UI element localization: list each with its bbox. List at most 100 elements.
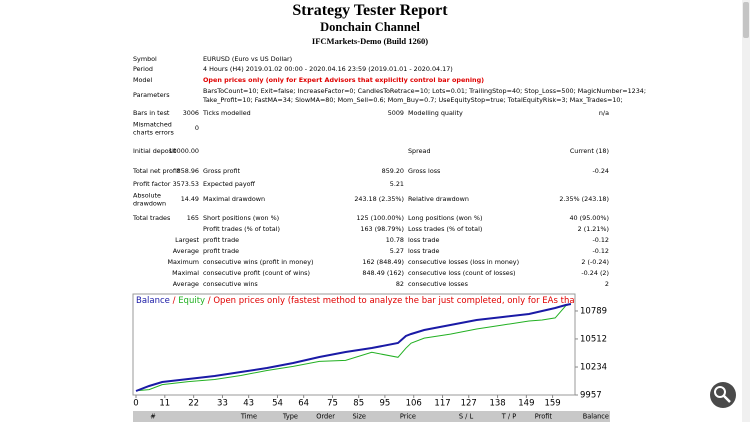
table-header: Size [352, 413, 366, 421]
row-text: EURUSD (Euro vs US Dollar) [203, 55, 293, 64]
row-value: -0.24 [592, 167, 609, 176]
zoom-button[interactable] [710, 382, 736, 408]
y-tick-label: 10512 [580, 334, 607, 344]
table-header: Balance [583, 413, 609, 421]
row-value: 3573.53 [172, 180, 199, 189]
row-value: 5.27 [389, 247, 404, 256]
row-label: consecutive profit (count of wins) [203, 269, 310, 278]
row-value: 2.35% (243.18) [559, 195, 609, 204]
row-value: 0 [194, 124, 199, 133]
row-label: profit trade [203, 247, 240, 256]
row-label: consecutive wins [203, 280, 258, 289]
x-tick-label: 33 [217, 399, 228, 409]
y-tick-label: 10234 [580, 363, 607, 373]
row-value: Average [172, 280, 199, 289]
row-label: Absolute drawdown [133, 191, 167, 207]
row-value: 125 (100.00%) [356, 214, 404, 223]
table-header: Type [282, 413, 298, 421]
row-label: Mismatched charts errors [133, 120, 174, 136]
row-text: 4 Hours (H4) 2019.01.02 00:00 - 2020.04.… [203, 65, 453, 74]
series-line [135, 303, 572, 392]
row-value: -0.24 (2) [581, 269, 609, 278]
row-value: 165 [186, 214, 199, 223]
x-tick-label: 64 [298, 399, 309, 409]
row-label: Expected payoff [203, 180, 255, 189]
x-tick-label: 11 [159, 399, 170, 409]
row-label: Short positions (won %) [203, 214, 280, 223]
x-tick-label: 138 [489, 399, 505, 409]
row-value: 5009 [387, 109, 404, 118]
x-tick-label: 0 [133, 399, 138, 409]
row-label: profit trade [203, 236, 240, 245]
row-label: Total trades [133, 214, 171, 223]
row-value: -0.12 [592, 236, 609, 245]
row-value: Maximal [172, 269, 199, 278]
scroll-thumb[interactable] [743, 2, 749, 38]
x-tick-label: 149 [518, 399, 534, 409]
row-value: 859.20 [381, 167, 404, 176]
row-value: 3006 [182, 109, 199, 118]
row-text-line: Take_Profit=10; FastMA=34; SlowMA=80; Mo… [203, 95, 623, 104]
row-label: loss trade [408, 236, 440, 245]
row-label: consecutive loss (count of losses) [408, 269, 516, 278]
x-tick-label: 43 [243, 399, 254, 409]
row-label: Loss trades (% of total) [408, 225, 483, 234]
row-value: 10000.00 [168, 147, 200, 156]
report-title: Strategy Tester Report [292, 2, 448, 19]
row-text-line: BarsToCount=10; Exit=false; IncreaseFact… [203, 86, 646, 95]
row-value: 5.21 [389, 180, 404, 189]
server-name: IFCMarkets-Demo (Build 1260) [311, 36, 429, 46]
row-label: consecutive losses (loss in money) [408, 258, 520, 267]
row-label: Gross loss [408, 167, 441, 176]
row-value: Largest [175, 236, 199, 245]
row-value: Average [172, 247, 199, 256]
row-value: 40 (95.00%) [569, 214, 609, 223]
row-label: consecutive wins (profit in money) [203, 258, 314, 267]
row-value: 243.18 (2.35%) [354, 195, 404, 204]
x-tick-label: 127 [461, 399, 477, 409]
row-text: Open prices only (only for Expert Adviso… [203, 76, 485, 85]
row-label: Ticks modelled [203, 109, 251, 118]
scrollbar[interactable] [742, 0, 750, 422]
row-label: loss trade [408, 247, 440, 256]
table-header: # [150, 413, 156, 421]
row-label: Period [133, 65, 153, 74]
legend-note: Open prices only (fastest method to anal… [213, 296, 658, 306]
x-tick-label: 75 [327, 399, 338, 409]
x-tick-label: 85 [353, 399, 364, 409]
table-header: S / L [459, 413, 474, 421]
row-label: Profit trades (% of total) [203, 225, 280, 234]
row-value: Current (18) [569, 147, 609, 156]
row-value: -0.12 [592, 247, 609, 256]
x-tick-label: 159 [544, 399, 560, 409]
row-value: 858.96 [176, 167, 199, 176]
row-value: 163 (98.79%) [360, 225, 404, 234]
row-label: Total net profit [133, 167, 180, 176]
legend-separator: / [170, 296, 178, 306]
row-value: 162 (848.49) [362, 258, 404, 267]
row-value: 82 [395, 280, 404, 289]
legend: Balance / Equity / Open prices only (fas… [136, 296, 659, 306]
legend-entry: Equity [178, 296, 205, 306]
table-header: Order [316, 413, 335, 421]
row-value: 2 [604, 280, 609, 289]
row-label: Modelling quality [408, 109, 463, 118]
row-label: Parameters [133, 91, 170, 100]
y-tick-label: 10789 [580, 306, 607, 316]
y-tick-label: 9957 [580, 391, 602, 401]
x-tick-label: 54 [272, 399, 283, 409]
table-header: Time [240, 413, 257, 421]
table-header: T / P [501, 413, 516, 421]
report-subtitle: Donchain Channel [320, 20, 420, 34]
x-tick-label: 106 [406, 399, 422, 409]
x-tick-label: 117 [434, 399, 450, 409]
row-value: 848.49 (162) [362, 269, 404, 278]
row-value: n/a [598, 109, 609, 118]
row-label: Relative drawdown [408, 195, 469, 204]
series-line [135, 303, 572, 392]
row-label: Long positions (won %) [408, 214, 483, 223]
chart-frame [132, 293, 576, 396]
table-header: Price [400, 413, 416, 421]
